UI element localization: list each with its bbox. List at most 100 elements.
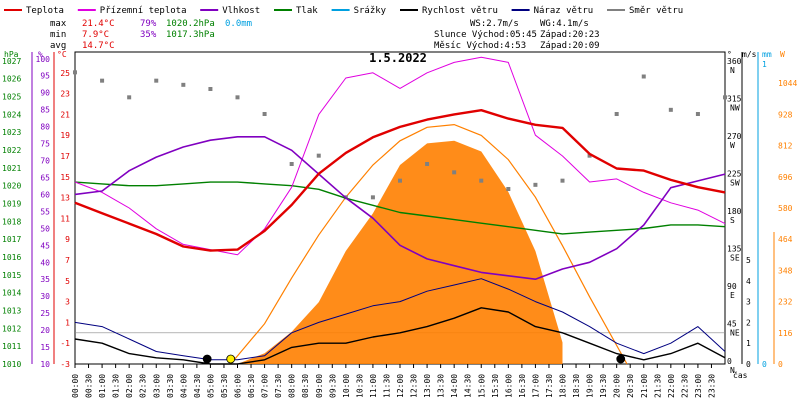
stat-max-label: max <box>50 19 67 29</box>
wind-direction-point <box>235 95 240 100</box>
sun-rise-info: Slunce Východ:05:45 <box>434 30 537 40</box>
time-tick-label: 10:00 <box>342 374 351 398</box>
stat-min-temp: 7.9°C <box>82 30 109 40</box>
pct-tick-label: 60 <box>40 190 50 199</box>
wind-direction-point <box>127 95 132 100</box>
hpa-tick-label: 1014 <box>2 289 21 298</box>
x-axis-label: čas <box>733 370 748 380</box>
direction-tick-value: 225 <box>727 170 742 179</box>
hpa-tick-label: 1022 <box>2 146 21 155</box>
wind-tick-label: 1 <box>746 339 751 348</box>
temp-tick-label: 5 <box>65 277 70 286</box>
stat-max-hum: 79% <box>140 19 157 29</box>
wind-gust-line <box>74 278 726 361</box>
direction-tick-label: S <box>730 216 735 225</box>
time-tick-label: 23:00 <box>694 374 703 398</box>
sun-unit: W <box>780 50 785 59</box>
direction-tick-label: E <box>730 291 735 300</box>
sun-tick-label: 580 <box>778 204 793 213</box>
pct-tick-label: 20 <box>40 326 50 335</box>
wind-gust-info: WG:4.1m/s <box>540 19 589 29</box>
time-tick-label: 09:30 <box>328 374 337 398</box>
pct-tick-label: 80 <box>40 123 50 132</box>
sun-tick-label: 116 <box>778 329 793 338</box>
hpa-tick-label: 1020 <box>2 182 21 191</box>
wind-direction-points <box>73 70 727 200</box>
wind-direction-point <box>370 195 375 200</box>
astro-markers <box>202 354 626 364</box>
time-tick-label: 00:00 <box>71 374 80 398</box>
hpa-tick-label: 1017 <box>2 235 21 244</box>
marker-východ-slunce <box>226 354 236 364</box>
time-tick-label: 18:00 <box>559 374 568 398</box>
time-tick-label: 21:30 <box>653 374 662 398</box>
time-tick-label: 20:00 <box>613 374 622 398</box>
legend-label-2: Vlhkost <box>222 6 260 16</box>
temp-tick-label: 19 <box>60 131 70 140</box>
time-tick-label: 12:00 <box>396 374 405 398</box>
wind-direction-point <box>452 170 457 175</box>
sun-tick-label: 928 <box>778 110 793 119</box>
wind-direction-point <box>73 70 77 75</box>
time-tick-label: 11:00 <box>369 374 378 398</box>
hpa-tick-label: 1024 <box>2 110 21 119</box>
direction-tick-label: W <box>730 141 735 150</box>
temperature-line <box>74 108 726 252</box>
right-axes: 360N315NW270W225SW180S135SE90E45NE0N5432… <box>727 52 797 375</box>
wind-direction-point <box>289 162 294 166</box>
wind-speed-line <box>74 307 726 365</box>
time-tick-label: 20:30 <box>626 374 635 398</box>
time-tick-label: 17:30 <box>545 374 554 398</box>
wind-direction-point <box>587 153 592 158</box>
time-tick-label: 10:30 <box>355 374 364 398</box>
sun-tick-label: 464 <box>778 235 793 244</box>
time-tick-label: 21:00 <box>640 374 649 398</box>
wind-direction-point <box>425 162 430 166</box>
time-tick-label: 16:30 <box>518 374 527 398</box>
hpa-unit: hPa <box>4 50 19 59</box>
time-tick-label: 03:30 <box>166 374 175 398</box>
sun-tick-label: 1044 <box>778 79 797 88</box>
pct-tick-label: 100 <box>36 55 51 64</box>
time-tick-label: 14:30 <box>464 374 473 398</box>
direction-tick-value: 315 <box>727 95 742 104</box>
wind-direction-point <box>668 107 673 112</box>
temp-tick-label: 3 <box>65 298 70 307</box>
pct-unit: % <box>38 50 43 59</box>
time-tick-label: 05:00 <box>206 374 215 398</box>
wind-tick-label: 0 <box>746 360 751 369</box>
marker-západ-měsíce <box>616 354 626 364</box>
temp-tick-label: 11 <box>60 214 70 223</box>
legend-label-6: Náraz větru <box>534 6 594 16</box>
time-tick-label: 06:00 <box>234 374 243 398</box>
astro-info: WS:2.7m/s WG:4.1m/s Slunce Východ:05:45 … <box>434 19 600 51</box>
sun-tick-label: 696 <box>778 173 793 182</box>
legend-label-1: Přízemní teplota <box>100 6 187 16</box>
time-tick-label: 09:00 <box>315 374 324 398</box>
time-tick-label: 12:30 <box>410 374 419 398</box>
temp-tick-label: 23 <box>60 90 70 99</box>
deg-unit: ° <box>727 50 732 59</box>
pct-tick-label: 25 <box>40 309 50 318</box>
wind-tick-label: 5 <box>746 256 751 265</box>
left-axes: 1027102610251024102310221021102010191018… <box>2 52 70 369</box>
time-tick-label: 22:30 <box>680 374 689 398</box>
time-tick-label: 01:00 <box>98 374 107 398</box>
direction-tick-value: 360 <box>727 57 742 66</box>
time-tick-label: 06:30 <box>247 374 256 398</box>
legend-label-7: Směr větru <box>629 6 683 16</box>
pct-tick-label: 35 <box>40 275 50 284</box>
ms-unit: m/s <box>742 50 757 59</box>
rain-tick-label: 1 <box>762 60 767 69</box>
wind-direction-point <box>479 178 484 183</box>
time-tick-label: 22:00 <box>667 374 676 398</box>
pct-tick-label: 15 <box>40 343 50 352</box>
wind-direction-point <box>154 78 159 83</box>
temp-tick-label: 21 <box>60 110 70 119</box>
stat-avg-label: avg <box>50 41 66 51</box>
wind-direction-point <box>398 178 402 183</box>
time-axis: 00:00 00:30 01:00 01:30 02:00 02:30 03:00 03:30… <box>71 364 716 398</box>
time-tick-label: 17:00 <box>531 374 540 398</box>
